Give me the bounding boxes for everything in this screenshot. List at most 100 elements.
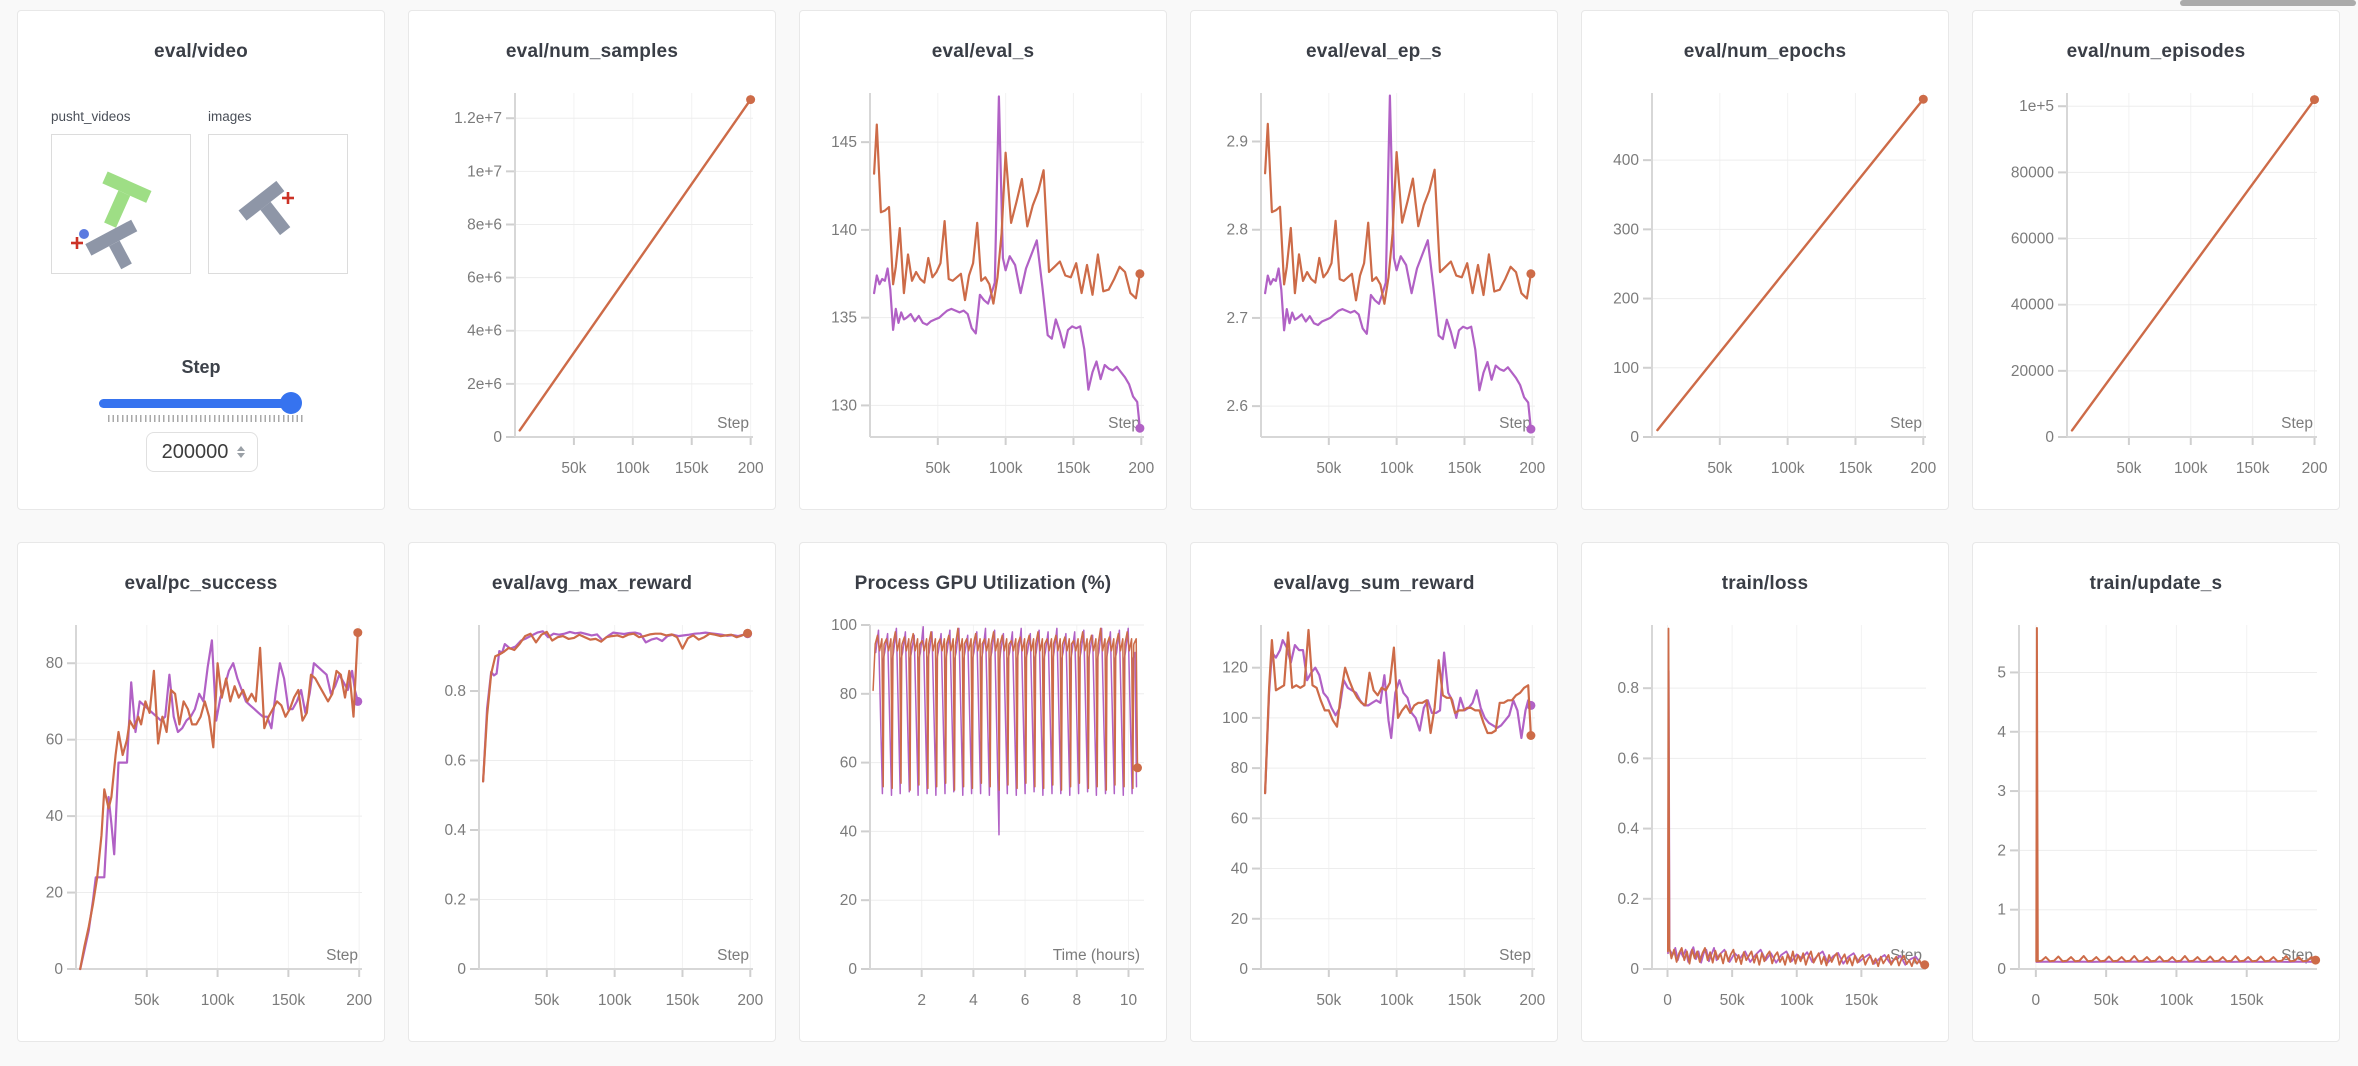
spinner-up-icon[interactable]: [237, 446, 245, 451]
svg-text:40: 40: [840, 823, 858, 840]
svg-text:300: 300: [1613, 221, 1639, 238]
panel-eval-avg-max-reward: eval/avg_max_reward 50k 100k 150k 200 0 0.2 0.…: [408, 542, 776, 1042]
svg-text:Step: Step: [717, 415, 749, 432]
goal-cross-icon: [71, 237, 83, 249]
svg-text:100k: 100k: [989, 460, 1023, 477]
svg-text:150k: 150k: [1839, 460, 1873, 477]
chart-title: eval/avg_max_reward: [491, 573, 693, 594]
svg-text:Time (hours): Time (hours): [1053, 947, 1140, 964]
svg-text:200: 200: [1519, 992, 1545, 1009]
svg-text:0.8: 0.8: [444, 683, 466, 700]
svg-text:100: 100: [831, 617, 857, 634]
svg-text:0: 0: [1630, 961, 1639, 978]
chart-title: eval/pc_success: [124, 573, 278, 594]
panel-eval-num-epochs: eval/num_epochs 50k 100k 150k 200 0 100 200 300…: [1581, 10, 1949, 510]
video-thumbnail-pusht[interactable]: [51, 134, 191, 274]
svg-text:100k: 100k: [1380, 992, 1414, 1009]
svg-text:60: 60: [46, 732, 64, 749]
svg-text:140: 140: [831, 222, 857, 239]
svg-text:0: 0: [2045, 429, 2054, 446]
svg-text:40: 40: [46, 808, 64, 825]
slider-tick-ruler: [108, 415, 305, 422]
panel-title: eval/video: [154, 41, 248, 62]
svg-text:0.2: 0.2: [1617, 891, 1639, 908]
svg-text:0.4: 0.4: [444, 822, 466, 839]
svg-text:Step: Step: [1108, 415, 1140, 432]
svg-text:2.9: 2.9: [1226, 134, 1248, 151]
step-slider-track[interactable]: [99, 392, 302, 414]
svg-text:145: 145: [831, 134, 857, 151]
chart-eval-num-epochs[interactable]: 50k 100k 150k 200 0 100 200 300 400 Step: [1582, 79, 1950, 503]
chart-eval-num-samples[interactable]: 50k 100k 150k 200 0 2e+6 4e+6 6e+6 8e+6 1e+7 1.2e+…: [409, 79, 777, 503]
svg-text:50k: 50k: [534, 992, 559, 1009]
chart-title: eval/num_episodes: [2066, 41, 2246, 62]
svg-text:0.6: 0.6: [1617, 750, 1639, 767]
panel-eval-avg-sum-reward: eval/avg_sum_reward 50k 100k 150k 200 0 20 40 6…: [1190, 542, 1558, 1042]
svg-text:0: 0: [2032, 992, 2041, 1009]
svg-text:2: 2: [1997, 842, 2006, 859]
svg-text:8e+6: 8e+6: [467, 216, 502, 233]
svg-text:80: 80: [840, 686, 858, 703]
svg-text:100k: 100k: [1780, 992, 1814, 1009]
svg-text:6e+6: 6e+6: [467, 270, 502, 287]
svg-text:80: 80: [1231, 760, 1249, 777]
svg-text:Step: Step: [1890, 415, 1922, 432]
svg-text:0.6: 0.6: [444, 753, 466, 770]
video-thumbnail-images[interactable]: [208, 134, 348, 274]
spinner-down-icon[interactable]: [237, 453, 245, 458]
svg-text:0.2: 0.2: [444, 892, 466, 909]
svg-text:100k: 100k: [598, 992, 632, 1009]
media-label-images: images: [208, 109, 252, 124]
svg-text:150k: 150k: [675, 460, 709, 477]
chart-eval-eval-s[interactable]: 50k 100k 150k 200 130 135 140 145 Step: [800, 79, 1168, 503]
svg-text:200: 200: [738, 460, 764, 477]
chart-eval-avg-max-reward[interactable]: 50k 100k 150k 200 0 0.2 0.4 0.6 0.8 Step: [409, 611, 777, 1035]
svg-text:0: 0: [1630, 429, 1639, 446]
horizontal-scrollbar[interactable]: [2180, 0, 2356, 6]
svg-text:50k: 50k: [1707, 460, 1732, 477]
svg-text:150k: 150k: [1448, 992, 1482, 1009]
step-slider-thumb[interactable]: [280, 392, 302, 414]
svg-text:20: 20: [1231, 911, 1249, 928]
svg-text:80000: 80000: [2011, 164, 2054, 181]
chart-eval-eval-ep-s[interactable]: 50k 100k 150k 200 2.6 2.7 2.8 2.9 Step: [1191, 79, 1559, 503]
svg-text:200: 200: [2302, 460, 2328, 477]
panel-eval-video: eval/video pusht_videos images: [17, 10, 385, 510]
svg-text:100k: 100k: [201, 992, 235, 1009]
svg-text:100: 100: [1222, 710, 1248, 727]
chart-title: eval/eval_s: [931, 41, 1035, 62]
media-label-pusht-videos: pusht_videos: [51, 109, 131, 124]
svg-text:150k: 150k: [272, 992, 306, 1009]
goal-cross-icon: [282, 192, 294, 204]
panel-eval-num-episodes: eval/num_episodes 50k 100k 150k 200 0 20000 40…: [1972, 10, 2340, 510]
svg-text:100k: 100k: [2174, 460, 2208, 477]
step-value-input[interactable]: [159, 440, 231, 464]
svg-text:0: 0: [54, 961, 63, 978]
tee-shape: [85, 219, 138, 270]
svg-text:6: 6: [1021, 992, 1030, 1009]
panel-eval-eval-ep-s: eval/eval_ep_s 50k 100k 150k 200 2.6 2.7 2.8 2.…: [1190, 10, 1558, 510]
svg-text:0.4: 0.4: [1617, 821, 1639, 838]
svg-text:150k: 150k: [2236, 460, 2270, 477]
svg-text:2.8: 2.8: [1226, 222, 1248, 239]
stepper-spinner: [237, 446, 245, 458]
chart-eval-pc-success[interactable]: 50k 100k 150k 200 0 20 40 60 80 Step: [18, 611, 386, 1035]
pusht-env-render-2: [238, 180, 294, 236]
svg-text:1.2e+7: 1.2e+7: [454, 110, 502, 127]
svg-text:Step: Step: [326, 947, 358, 964]
svg-text:200: 200: [737, 992, 763, 1009]
chart-eval-num-episodes[interactable]: 50k 100k 150k 200 0 20000 40000 60000 80000 1e+5 S…: [1973, 79, 2341, 503]
svg-text:0: 0: [1663, 992, 1672, 1009]
svg-text:4: 4: [969, 992, 978, 1009]
svg-text:150k: 150k: [666, 992, 700, 1009]
chart-eval-avg-sum-reward[interactable]: 50k 100k 150k 200 0 20 40 60 80 100 120 Step: [1191, 611, 1559, 1035]
svg-text:40: 40: [1231, 861, 1249, 878]
svg-text:10: 10: [1120, 992, 1138, 1009]
svg-text:Step: Step: [1499, 947, 1531, 964]
svg-text:50k: 50k: [2094, 992, 2119, 1009]
video-panel-body: pusht_videos images: [18, 11, 384, 509]
pusht-env-render: [71, 171, 152, 270]
